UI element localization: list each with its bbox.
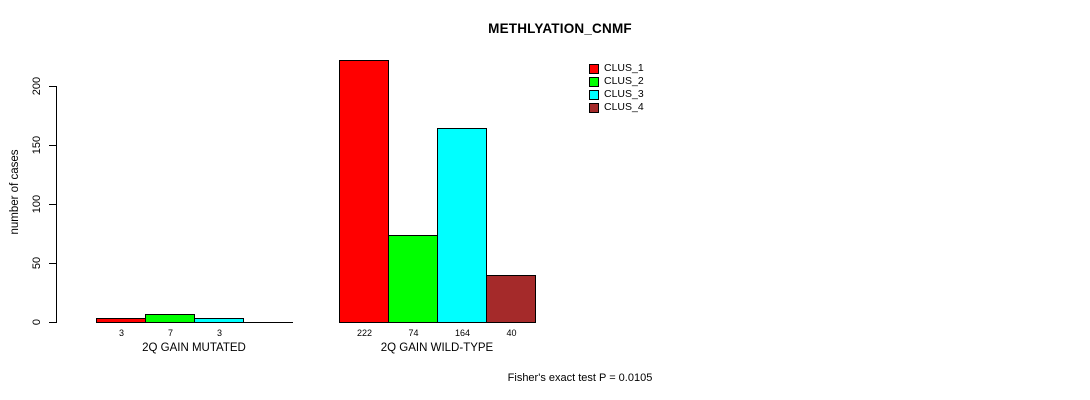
y-tick-label: 200 bbox=[31, 76, 43, 96]
bar-value-label: 222 bbox=[356, 328, 373, 338]
fisher-test-annotation: Fisher's exact test P = 0.0105 bbox=[507, 372, 653, 384]
legend-swatch-clus_2 bbox=[589, 76, 599, 87]
legend-item: CLUS_2 bbox=[589, 75, 644, 88]
y-tick-label: 50 bbox=[31, 256, 43, 270]
y-axis-label: number of cases bbox=[9, 149, 21, 235]
bar-clus_3-group2 bbox=[437, 128, 487, 323]
legend-item: CLUS_3 bbox=[589, 88, 644, 101]
legend-item: CLUS_1 bbox=[589, 62, 644, 75]
legend-swatch-clus_4 bbox=[589, 102, 599, 113]
bar-value-label: 40 bbox=[506, 328, 517, 338]
chart-legend: CLUS_1 CLUS_2 CLUS_3 CLUS_4 bbox=[589, 62, 644, 114]
y-tick-mark bbox=[49, 145, 56, 146]
bar-value-label: 74 bbox=[408, 328, 419, 338]
bar-value-label: 7 bbox=[167, 328, 173, 338]
chart-title: METHLYATION_CNMF bbox=[488, 21, 632, 36]
y-tick-label: 100 bbox=[31, 194, 43, 214]
bar-clus_2-group1 bbox=[145, 314, 195, 323]
y-tick-label: 150 bbox=[31, 135, 43, 155]
y-axis-line bbox=[56, 86, 57, 323]
bar-clus_2-group2 bbox=[388, 235, 438, 323]
legend-label: CLUS_4 bbox=[604, 101, 644, 113]
bar-clus_4-group1-zero bbox=[243, 322, 293, 323]
bar-value-label: 3 bbox=[216, 328, 222, 338]
legend-label: CLUS_1 bbox=[604, 62, 644, 74]
group-label-1: 2Q GAIN MUTATED bbox=[142, 342, 246, 354]
legend-label: CLUS_2 bbox=[604, 75, 644, 87]
legend-swatch-clus_3 bbox=[589, 89, 599, 100]
legend-label: CLUS_3 bbox=[604, 88, 644, 100]
legend-swatch-clus_1 bbox=[589, 63, 599, 74]
y-tick-mark bbox=[49, 322, 56, 323]
bar-clus_1-group1 bbox=[96, 318, 146, 323]
y-tick-label: 0 bbox=[31, 318, 43, 326]
y-tick-mark bbox=[49, 204, 56, 205]
y-tick-mark bbox=[49, 263, 56, 264]
bar-value-label: 164 bbox=[454, 328, 471, 338]
bar-clus_1-group2 bbox=[339, 60, 389, 323]
bar-clus_4-group2 bbox=[486, 275, 536, 323]
group-label-2: 2Q GAIN WILD-TYPE bbox=[380, 342, 494, 354]
bar-value-label: 3 bbox=[118, 328, 124, 338]
bar-clus_3-group1 bbox=[194, 318, 244, 323]
legend-item: CLUS_4 bbox=[589, 101, 644, 114]
y-tick-mark bbox=[49, 86, 56, 87]
